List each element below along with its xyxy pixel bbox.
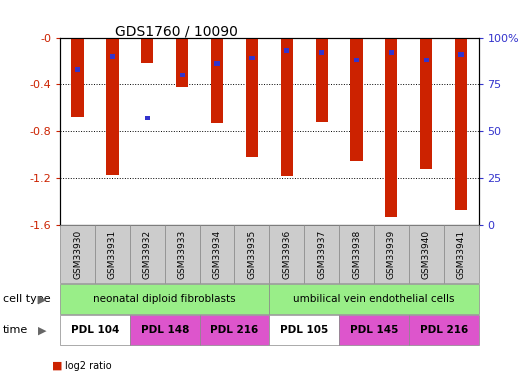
Bar xyxy=(354,58,359,62)
Bar xyxy=(455,38,467,210)
Text: ▶: ▶ xyxy=(38,326,46,335)
Bar xyxy=(350,38,362,160)
Text: PDL 105: PDL 105 xyxy=(280,326,328,335)
Bar xyxy=(141,38,153,63)
Bar xyxy=(281,38,293,176)
Text: GSM33930: GSM33930 xyxy=(73,230,82,279)
Text: neonatal diploid fibroblasts: neonatal diploid fibroblasts xyxy=(94,294,236,304)
Bar xyxy=(106,38,119,175)
Bar xyxy=(249,56,255,60)
Bar xyxy=(459,52,464,57)
Bar xyxy=(389,50,394,55)
Bar xyxy=(179,73,185,77)
Bar xyxy=(211,38,223,123)
Bar xyxy=(75,67,80,72)
Text: GSM33934: GSM33934 xyxy=(212,230,222,279)
Text: GSM33938: GSM33938 xyxy=(352,230,361,279)
Text: PDL 216: PDL 216 xyxy=(419,326,468,335)
Text: GSM33931: GSM33931 xyxy=(108,230,117,279)
Text: GSM33940: GSM33940 xyxy=(422,230,431,279)
Text: ▶: ▶ xyxy=(38,294,46,304)
Text: GSM33933: GSM33933 xyxy=(178,230,187,279)
Bar xyxy=(145,116,150,120)
Text: PDL 216: PDL 216 xyxy=(210,326,258,335)
Text: GSM33936: GSM33936 xyxy=(282,230,291,279)
Text: GSM33941: GSM33941 xyxy=(457,230,465,279)
Text: GSM33932: GSM33932 xyxy=(143,230,152,279)
Bar xyxy=(246,38,258,157)
Bar xyxy=(110,54,115,58)
Text: umbilical vein endothelial cells: umbilical vein endothelial cells xyxy=(293,294,454,304)
Bar xyxy=(72,38,84,117)
Bar xyxy=(176,38,188,87)
Text: cell type: cell type xyxy=(3,294,50,304)
Text: time: time xyxy=(3,326,28,335)
Bar xyxy=(315,38,328,122)
Bar xyxy=(284,48,289,53)
Bar xyxy=(424,58,429,62)
Text: GSM33935: GSM33935 xyxy=(247,230,256,279)
Text: ■: ■ xyxy=(52,361,63,371)
Text: log2 ratio: log2 ratio xyxy=(65,361,112,371)
Bar xyxy=(420,38,433,169)
Text: PDL 104: PDL 104 xyxy=(71,326,119,335)
Text: GSM33937: GSM33937 xyxy=(317,230,326,279)
Bar xyxy=(385,38,397,217)
Text: PDL 148: PDL 148 xyxy=(141,326,189,335)
Text: GDS1760 / 10090: GDS1760 / 10090 xyxy=(115,24,238,38)
Bar xyxy=(319,50,324,55)
Text: GSM33939: GSM33939 xyxy=(387,230,396,279)
Text: PDL 145: PDL 145 xyxy=(350,326,398,335)
Bar xyxy=(214,62,220,66)
